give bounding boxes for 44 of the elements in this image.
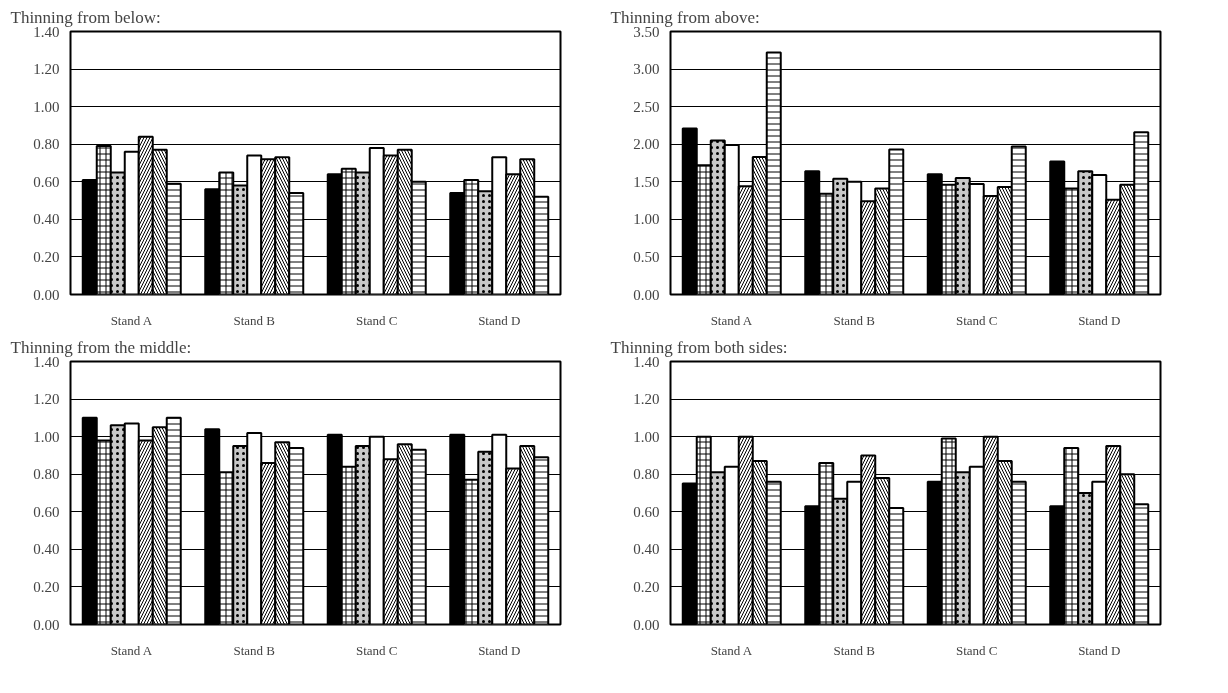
- y-tick-label: 1.00: [33, 98, 60, 115]
- y-tick-label: 0.80: [33, 466, 60, 483]
- x-tick-label: Stand A: [110, 642, 153, 658]
- y-tick-label: 1.00: [633, 211, 660, 228]
- y-tick-label: 1.50: [633, 173, 660, 190]
- x-tick-label: Stand C: [355, 642, 398, 658]
- x-tick-label: Stand C: [355, 312, 398, 328]
- y-tick-label: 0.60: [33, 173, 60, 190]
- x-tick-label: Stand A: [110, 312, 153, 328]
- y-tick-label: 0.60: [33, 503, 60, 520]
- x-tick-label: Stand D: [478, 642, 521, 658]
- y-tick-label: 2.00: [633, 136, 660, 153]
- y-tick-label: 0.20: [33, 578, 60, 595]
- x-tick-label: Stand B: [833, 312, 876, 328]
- x-tick-label: Stand D: [478, 312, 521, 328]
- x-tick-label: Stand C: [955, 312, 998, 328]
- x-tick-label: Stand D: [1078, 642, 1121, 658]
- y-tick-label: 0.80: [33, 136, 60, 153]
- y-tick-label: 0.40: [33, 541, 60, 558]
- y-tick-label: 1.20: [633, 391, 660, 408]
- x-tick-label: Stand A: [710, 312, 753, 328]
- y-tick-label: 0.00: [33, 286, 60, 303]
- y-tick-label: 0.40: [633, 541, 660, 558]
- x-tick-label: Stand B: [233, 642, 276, 658]
- x-tick-label: Stand D: [1078, 312, 1121, 328]
- y-tick-label: 0.40: [33, 211, 60, 228]
- y-tick-label: 1.00: [633, 428, 660, 445]
- y-tick-label: 3.00: [633, 61, 660, 78]
- y-tick-label: 0.20: [633, 578, 660, 595]
- y-tick-label: 0.20: [33, 248, 60, 265]
- y-tick-label: 0.50: [633, 248, 660, 265]
- y-tick-label: 0.00: [33, 616, 60, 633]
- y-tick-label: 1.20: [33, 391, 60, 408]
- y-tick-label: 0.00: [633, 286, 660, 303]
- y-tick-label: 1.00: [33, 428, 60, 445]
- y-tick-label: 2.50: [633, 98, 660, 115]
- y-tick-label: 0.80: [633, 466, 660, 483]
- x-tick-label: Stand B: [233, 312, 276, 328]
- y-tick-label: 0.60: [633, 503, 660, 520]
- x-tick-label: Stand A: [710, 642, 753, 658]
- y-tick-label: 1.20: [33, 61, 60, 78]
- x-tick-label: Stand B: [833, 642, 876, 658]
- x-tick-label: Stand C: [955, 642, 998, 658]
- y-tick-label: 0.00: [633, 616, 660, 633]
